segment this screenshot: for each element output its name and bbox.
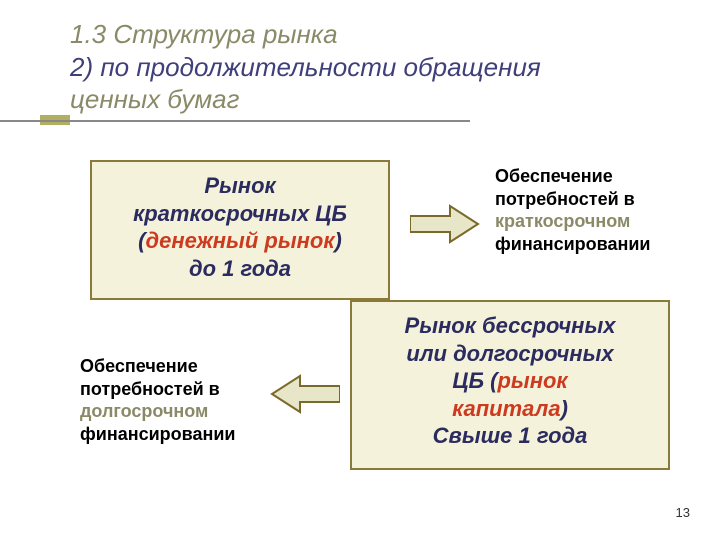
box2-line4: капитала) — [360, 395, 660, 423]
divider-line — [0, 120, 470, 122]
title-number: 2) — [70, 52, 93, 82]
box2-paren-close: ) — [561, 396, 568, 421]
box1-paren-open: ( — [138, 228, 145, 253]
box1-line3: (денежный рынок) — [100, 227, 380, 255]
note2-line2: потребностей в — [80, 378, 290, 401]
note1-line2: потребностей в — [495, 188, 705, 211]
box1-line1: Рынок — [100, 172, 380, 200]
note1-line3: краткосрочном — [495, 210, 705, 233]
box2-hl1: рынок — [497, 368, 567, 393]
box2-prefix: ЦБ ( — [452, 368, 497, 393]
box1-highlight: денежный рынок — [146, 228, 335, 253]
note2-line4: финансировании — [80, 423, 290, 446]
box2-line5: Свыше 1 года — [360, 422, 660, 450]
note1-line4: финансировании — [495, 233, 705, 256]
box-long-term-market: Рынок бессрочных или долгосрочных ЦБ (ры… — [350, 300, 670, 470]
title-line-2: 2) по продолжительности обращения — [70, 51, 670, 84]
arrow-right-icon — [410, 204, 480, 244]
box2-line1: Рынок бессрочных — [360, 312, 660, 340]
title-line-3: ценных бумаг — [70, 83, 670, 116]
slide-title: 1.3 Структура рынка 2) по продолжительно… — [70, 18, 670, 116]
box2-hl2: капитала — [452, 396, 561, 421]
box1-line4: до 1 года — [100, 255, 380, 283]
note1-line1: Обеспечение — [495, 165, 705, 188]
box2-line2: или долгосрочных — [360, 340, 660, 368]
box1-paren-close: ) — [335, 228, 342, 253]
page-number: 13 — [676, 505, 690, 520]
note2-line3: долгосрочном — [80, 400, 290, 423]
title-subject: по продолжительности обращения — [100, 52, 540, 82]
note-long-term-financing: Обеспечение потребностей в долгосрочном … — [80, 355, 290, 445]
box-short-term-market: Рынок краткосрочных ЦБ (денежный рынок) … — [90, 160, 390, 300]
box1-line2: краткосрочных ЦБ — [100, 200, 380, 228]
note2-line1: Обеспечение — [80, 355, 290, 378]
title-line-1: 1.3 Структура рынка — [70, 18, 670, 51]
note-short-term-financing: Обеспечение потребностей в краткосрочном… — [495, 165, 705, 255]
slide: 1.3 Структура рынка 2) по продолжительно… — [0, 0, 720, 540]
box2-line3: ЦБ (рынок — [360, 367, 660, 395]
